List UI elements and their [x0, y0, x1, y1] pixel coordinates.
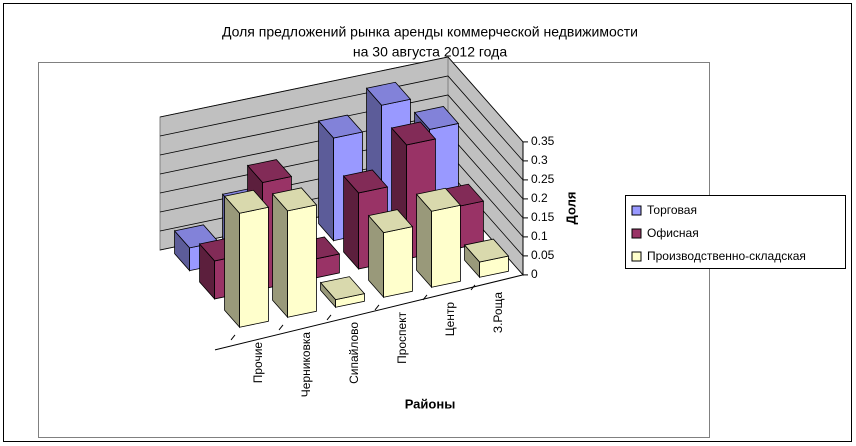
y-tick-label: 0.3	[531, 153, 548, 167]
y-tick-label: 0.15	[531, 210, 555, 224]
x-axis-title: Районы	[405, 396, 456, 411]
legend-swatch	[631, 205, 642, 216]
bar	[415, 187, 462, 289]
bar-side	[272, 192, 289, 319]
bar-top	[413, 106, 460, 130]
bar-top	[463, 238, 510, 263]
bar-side	[224, 195, 241, 329]
x-tick-label: З.Роща	[491, 292, 505, 334]
bar-top	[390, 121, 437, 146]
grid-line	[159, 56, 524, 143]
bar	[367, 209, 414, 299]
bar-top	[223, 189, 270, 214]
x-tick-label: Проспект	[395, 311, 409, 364]
grid-line	[159, 94, 524, 181]
bar-front	[383, 226, 413, 298]
y-tick-label: 0.35	[531, 134, 555, 148]
bar-top	[367, 209, 414, 234]
bar	[319, 276, 366, 309]
legend-label: Торговая	[647, 203, 697, 217]
bar-front	[239, 206, 269, 328]
bar-front	[287, 204, 317, 318]
y-tick-label: 0.2	[531, 191, 548, 205]
bar	[271, 187, 318, 319]
y-tick-label: 0.1	[531, 229, 548, 243]
x-tick-label: Черниковка	[299, 332, 313, 398]
y-tick-label: 0	[531, 267, 538, 281]
bar-top	[415, 187, 462, 212]
bar-side	[318, 120, 335, 242]
y-tick-label: 0.25	[531, 172, 555, 186]
x-tick	[278, 324, 284, 331]
chart-subtitle: на 30 августа 2012 года	[353, 44, 507, 60]
x-tick-label: Прочие	[251, 342, 265, 384]
y-axis-title: Доля	[563, 192, 578, 225]
bar-top	[271, 187, 318, 212]
bar-top	[246, 159, 293, 183]
x-tick	[230, 334, 236, 341]
legend-label: Производственно-складская	[647, 249, 806, 263]
x-tick	[374, 304, 380, 311]
legend-label: Офисная	[647, 226, 699, 240]
legend-swatch	[631, 251, 642, 262]
bar-top	[317, 114, 364, 139]
bar	[223, 189, 270, 329]
bar-top	[319, 276, 366, 301]
legend-box	[625, 195, 846, 269]
x-tick-label: Сипайлово	[347, 322, 361, 384]
x-tick	[470, 284, 476, 291]
y-tick-label: 0.05	[531, 248, 555, 262]
x-tick	[422, 294, 428, 301]
x-tick	[326, 314, 332, 321]
x-axis	[214, 274, 524, 351]
x-tick-label: Центр	[443, 302, 457, 337]
chart-title: Доля предложений рынка аренды коммерческ…	[222, 24, 638, 40]
grid-line	[159, 75, 524, 162]
bar-top	[365, 81, 412, 106]
bar	[463, 238, 510, 279]
bar-top	[342, 169, 389, 194]
legend-swatch	[631, 228, 642, 239]
bar-front	[431, 204, 461, 288]
